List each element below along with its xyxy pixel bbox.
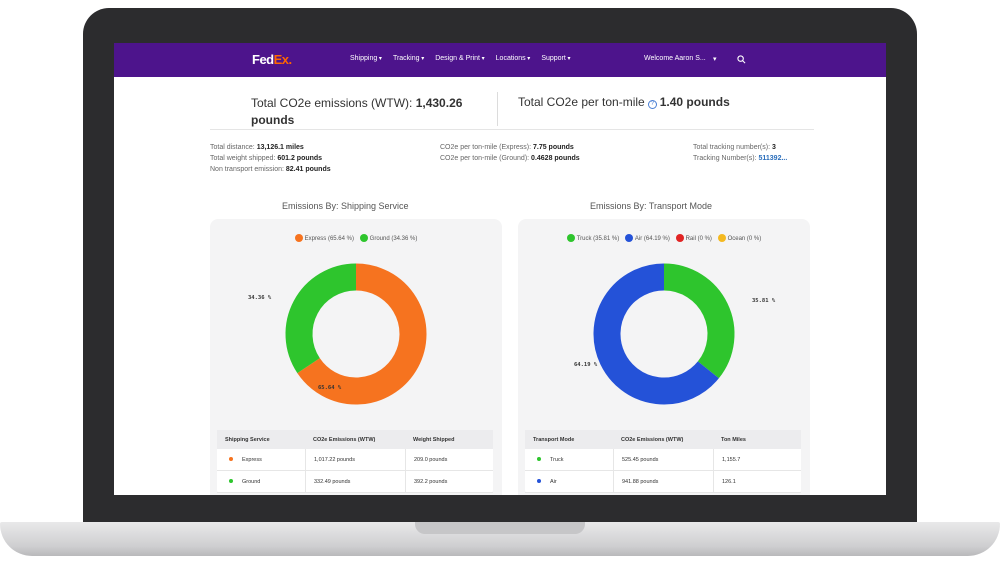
nav-tracking[interactable]: Tracking (393, 55, 424, 62)
table-row: Air 941.88 pounds 126.1 (525, 471, 801, 493)
series-dot (229, 478, 233, 483)
legend-dot (359, 234, 368, 242)
service-legend: Express (65.64 %) Ground (34.36 %) (210, 234, 502, 242)
slice-value-label: 64.19 % (574, 362, 598, 368)
series-dot (229, 456, 233, 461)
stats-distance-weight: Total distance: 13,126.1 miles Total wei… (210, 144, 331, 173)
series-dot (537, 456, 541, 461)
legend-dot (566, 234, 575, 242)
mode-chart-card: Truck (35.81 %) Air (64.19 %) Rail (0 %)… (518, 219, 810, 495)
slice-value-label: 65.64 % (318, 385, 342, 391)
stats-per-ton-mile: CO2e per ton-mile (Express): 7.75 pounds… (440, 144, 580, 162)
legend-dot (675, 234, 684, 242)
donut-slice-express[interactable] (297, 263, 427, 405)
nav-menu: Shipping Tracking Design & Print Locatio… (350, 55, 571, 62)
stats-tracking: Total tracking number(s): 3 Tracking Num… (693, 144, 788, 162)
service-table: Shipping Service CO2e Emissions (WTW) We… (217, 430, 493, 493)
column-header: Shipping Service (225, 436, 270, 443)
mode-legend: Truck (35.81 %) Air (64.19 %) Rail (0 %)… (518, 234, 810, 242)
legend-dot (624, 234, 633, 242)
info-icon[interactable]: ? (647, 100, 657, 109)
divider (497, 92, 498, 126)
nav-design-print[interactable]: Design & Print (435, 55, 484, 62)
mode-donut-chart: 35.81 % 64.19 % (574, 263, 776, 405)
legend-item-truck[interactable]: Truck (35.81 %) (566, 234, 619, 242)
table-row: Express 1,017.22 pounds 209.0 pounds (217, 449, 493, 471)
nav-shipping[interactable]: Shipping (350, 55, 382, 62)
column-header: Ton Miles (721, 436, 746, 443)
laptop-notch (415, 522, 585, 534)
slice-value-label: 35.81 % (752, 298, 776, 304)
service-donut-chart: 65.64 % 34.36 % (248, 263, 427, 405)
legend-item-ocean[interactable]: Ocean (0 %) (717, 234, 761, 242)
series-dot (537, 478, 541, 483)
column-header: CO2e Emissions (WTW) (621, 436, 684, 443)
service-chart-title: Emissions By: Shipping Service (282, 201, 409, 211)
divider (210, 129, 814, 130)
legend-dot (294, 234, 303, 242)
total-emissions: Total CO2e emissions (WTW): 1,430.26 poun… (251, 96, 463, 127)
tracking-number-link[interactable]: 511392... (758, 155, 788, 162)
table-header: Transport Mode CO2e Emissions (WTW) Ton … (525, 430, 801, 449)
chevron-down-icon[interactable]: ▾ (713, 56, 717, 63)
search-icon[interactable] (737, 55, 746, 64)
legend-item-express[interactable]: Express (65.64 %) (294, 234, 354, 242)
mode-chart-title: Emissions By: Transport Mode (590, 201, 713, 211)
nav-locations[interactable]: Locations (496, 55, 531, 62)
column-header: Transport Mode (533, 436, 575, 443)
top-nav: FedEx. Shipping Tracking Design & Print … (114, 43, 886, 77)
welcome-user[interactable]: Welcome Aaron S... (644, 55, 706, 62)
mode-table: Transport Mode CO2e Emissions (WTW) Ton … (525, 430, 801, 493)
legend-item-ground[interactable]: Ground (34.36 %) (359, 234, 417, 242)
legend-item-air[interactable]: Air (64.19 %) (624, 234, 670, 242)
legend-dot (717, 234, 726, 242)
service-chart-card: Express (65.64 %) Ground (34.36 %) 65.64… (210, 219, 502, 495)
slice-value-label: 34.36 % (248, 295, 272, 301)
per-ton-mile: Total CO2e per ton-mile? 1.40 pounds (518, 95, 730, 109)
column-header: Weight Shipped (413, 436, 455, 443)
table-header: Shipping Service CO2e Emissions (WTW) We… (217, 430, 493, 449)
donut-slice-ground[interactable] (285, 263, 357, 374)
table-row: Ground 332.49 pounds 392.2 pounds (217, 471, 493, 493)
donut-slice-air[interactable] (593, 263, 719, 405)
fedex-logo[interactable]: FedEx. (252, 52, 292, 67)
donut-slice-truck[interactable] (663, 263, 735, 379)
table-row: Truck 525.45 pounds 1,155.7 (525, 449, 801, 471)
screen: FedEx. Shipping Tracking Design & Print … (114, 43, 886, 495)
column-header: CO2e Emissions (WTW) (313, 436, 376, 443)
legend-item-rail[interactable]: Rail (0 %) (675, 234, 712, 242)
nav-support[interactable]: Support (541, 55, 570, 62)
